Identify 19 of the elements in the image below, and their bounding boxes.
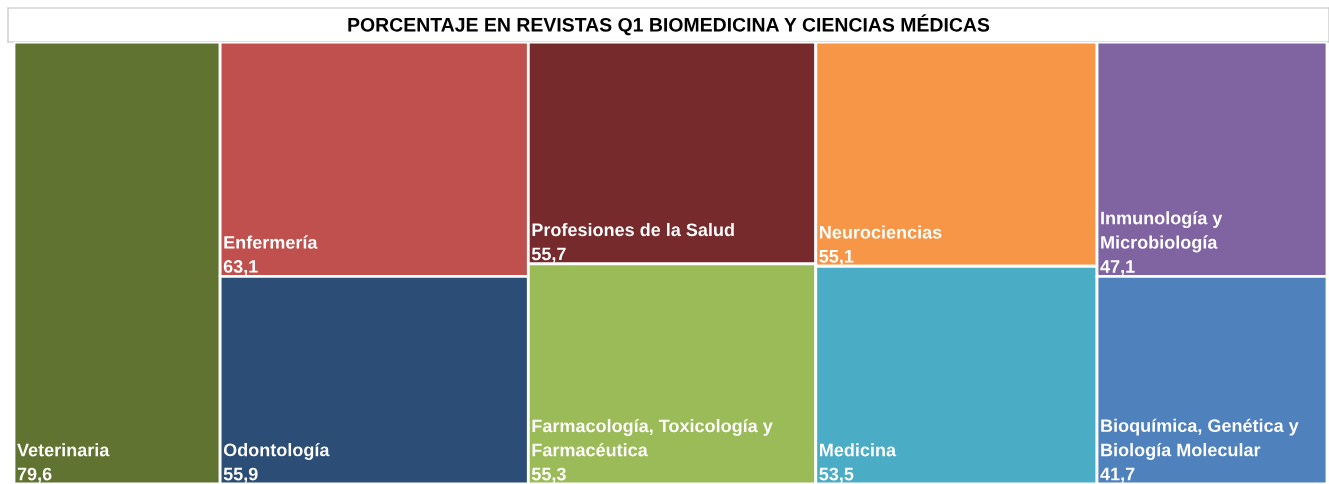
data-label: 53,5 bbox=[819, 467, 854, 484]
data-label: 79,6 bbox=[17, 467, 52, 484]
data-label: 63,1 bbox=[223, 260, 258, 276]
category-label: Inmunología y Microbiología bbox=[1101, 210, 1223, 253]
category-label: Farmacología, Toxicología y Farmacéutica bbox=[532, 418, 773, 457]
category-label: Odontología bbox=[223, 442, 330, 460]
category-label: Veterinaria bbox=[17, 443, 110, 457]
data-label: 55,7 bbox=[531, 247, 566, 263]
data-label: 47,1 bbox=[1100, 260, 1135, 276]
data-label: 41,7 bbox=[1100, 467, 1135, 484]
data-label: 55,3 bbox=[531, 467, 566, 484]
category-label: Medicina bbox=[819, 443, 897, 457]
text: PORCENTAJE EN REVISTAS Q1 BIOMEDICINA Y CIENCIAS MÉDICAS bbox=[348, 14, 990, 36]
data-label: 55,9 bbox=[223, 467, 258, 484]
category-label: Bioquímica, Genética y Biología Molecular bbox=[1101, 418, 1299, 460]
data-label: 55,1 bbox=[819, 250, 854, 266]
category-label: Neurociencias bbox=[819, 225, 942, 239]
category-label: Profesiones de la Salud bbox=[532, 222, 734, 237]
category-label: Enfermería bbox=[224, 235, 318, 249]
